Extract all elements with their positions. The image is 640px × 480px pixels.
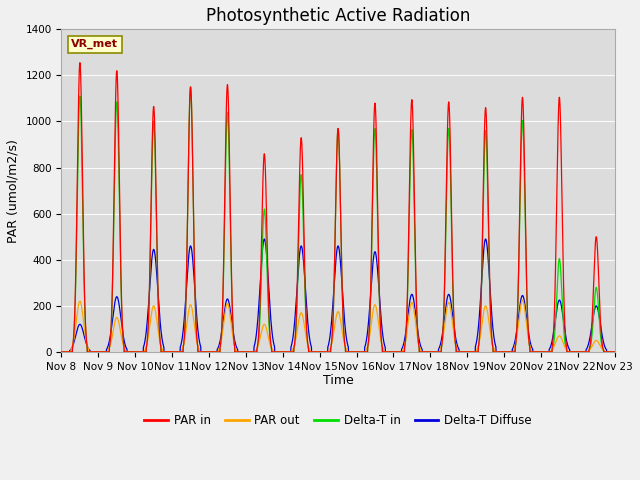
X-axis label: Time: Time (323, 374, 353, 387)
Y-axis label: PAR (umol/m2/s): PAR (umol/m2/s) (7, 139, 20, 242)
Text: VR_met: VR_met (72, 39, 118, 49)
Title: Photosynthetic Active Radiation: Photosynthetic Active Radiation (206, 7, 470, 25)
Legend: PAR in, PAR out, Delta-T in, Delta-T Diffuse: PAR in, PAR out, Delta-T in, Delta-T Dif… (140, 409, 536, 432)
